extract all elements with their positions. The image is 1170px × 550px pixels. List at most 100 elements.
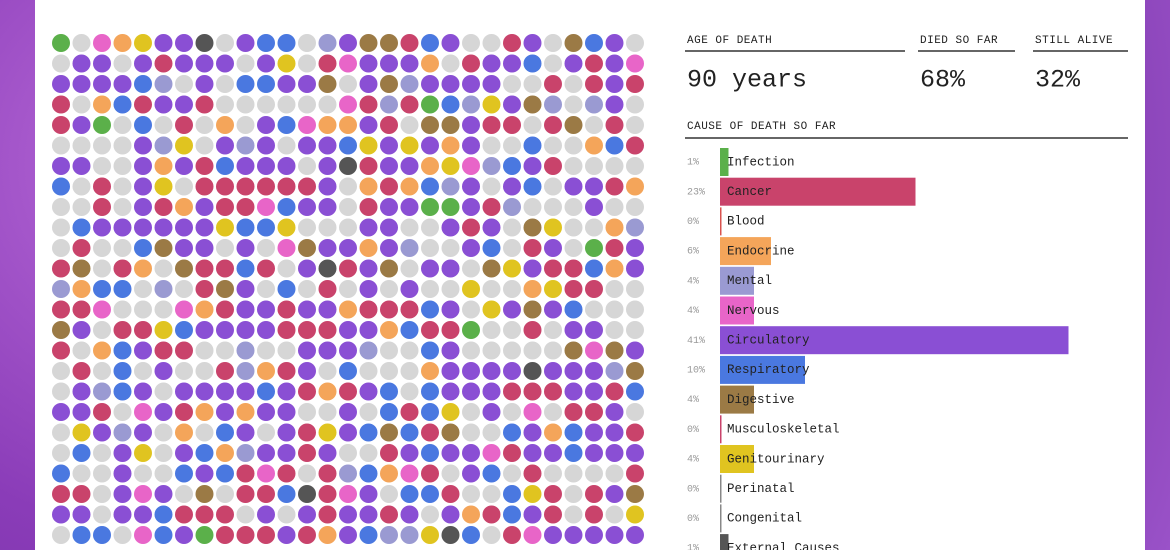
person-dot xyxy=(421,198,439,216)
person-dot xyxy=(175,157,193,175)
person-dot xyxy=(421,362,439,380)
category-label: Musculoskeletal xyxy=(727,423,840,437)
person-dot xyxy=(503,34,521,52)
value-label: 10% xyxy=(687,366,705,377)
person-dot xyxy=(175,300,193,319)
person-dot xyxy=(462,382,480,401)
person-dot xyxy=(380,157,398,175)
person-dot xyxy=(585,136,603,155)
bar xyxy=(720,504,722,533)
person-dot xyxy=(359,136,378,155)
person-dot xyxy=(298,177,316,196)
person-dot xyxy=(626,54,644,73)
person-dot xyxy=(236,382,255,401)
person-dot xyxy=(400,95,419,114)
person-dot xyxy=(216,382,234,401)
person-dot xyxy=(503,485,521,503)
person-dot xyxy=(605,444,624,462)
person-dot xyxy=(154,75,173,93)
person-dot xyxy=(134,198,152,216)
person-dot xyxy=(236,444,255,462)
person-dot xyxy=(277,239,296,257)
person-dot xyxy=(482,157,501,175)
person-dot xyxy=(134,177,152,196)
person-dot xyxy=(626,444,644,462)
person-dot xyxy=(52,177,70,196)
person-dot xyxy=(154,526,173,544)
person-dot xyxy=(195,485,214,503)
person-dot xyxy=(482,54,501,73)
person-dot xyxy=(544,382,562,401)
person-dot xyxy=(626,177,644,196)
person-dot xyxy=(277,341,296,360)
person-dot xyxy=(236,485,255,503)
person-dot xyxy=(380,95,398,114)
person-dot xyxy=(564,444,583,462)
person-dot xyxy=(462,321,480,339)
person-dot xyxy=(605,136,624,155)
person-dot xyxy=(93,136,111,155)
person-dot xyxy=(359,198,378,216)
person-dot xyxy=(236,321,255,339)
person-dot xyxy=(339,403,357,421)
person-dot xyxy=(154,177,173,196)
person-dot xyxy=(195,34,214,52)
person-dot xyxy=(400,259,419,278)
person-dot xyxy=(72,136,91,155)
person-dot xyxy=(564,198,583,216)
person-dot xyxy=(482,75,501,93)
person-dot xyxy=(318,198,337,216)
person-dot xyxy=(482,116,501,134)
person-dot xyxy=(216,239,234,257)
person-dot xyxy=(113,116,132,134)
person-dot xyxy=(154,382,173,401)
category-label: Mental xyxy=(727,274,772,288)
person-dot xyxy=(503,136,521,155)
person-dot xyxy=(216,485,234,503)
population-grid xyxy=(52,34,644,544)
person-dot xyxy=(564,403,583,421)
person-dot xyxy=(298,444,316,462)
person-dot xyxy=(626,526,644,544)
person-dot xyxy=(605,239,624,257)
person-dot xyxy=(564,239,583,257)
person-dot xyxy=(503,526,521,544)
person-dot xyxy=(462,95,480,114)
person-dot xyxy=(544,444,562,462)
person-dot xyxy=(564,177,583,196)
person-dot xyxy=(93,423,111,442)
person-dot xyxy=(482,95,501,114)
person-dot xyxy=(441,423,460,442)
person-dot xyxy=(195,526,214,544)
person-dot xyxy=(175,259,193,278)
person-dot xyxy=(626,218,644,237)
person-dot xyxy=(195,95,214,114)
category-label: Nervous xyxy=(727,304,780,318)
person-dot xyxy=(154,218,173,237)
person-dot xyxy=(503,382,521,401)
person-dot xyxy=(462,444,480,462)
person-dot xyxy=(236,116,255,134)
person-dot xyxy=(298,464,316,483)
person-dot xyxy=(380,34,398,52)
person-dot xyxy=(523,505,542,524)
age-header: AGE OF DEATH xyxy=(687,35,772,47)
person-dot xyxy=(113,95,132,114)
person-dot xyxy=(93,95,111,114)
person-dot xyxy=(339,34,357,52)
person-dot xyxy=(134,341,152,360)
person-dot xyxy=(298,505,316,524)
person-dot xyxy=(277,526,296,544)
person-dot xyxy=(257,341,275,360)
person-dot xyxy=(626,157,644,175)
person-dot xyxy=(93,300,111,319)
person-dot xyxy=(72,157,91,175)
person-dot xyxy=(585,198,603,216)
person-dot xyxy=(585,464,603,483)
person-dot xyxy=(441,321,460,339)
person-dot xyxy=(441,177,460,196)
person-dot xyxy=(462,280,480,298)
person-dot xyxy=(154,198,173,216)
person-dot xyxy=(154,485,173,503)
person-dot xyxy=(544,403,562,421)
